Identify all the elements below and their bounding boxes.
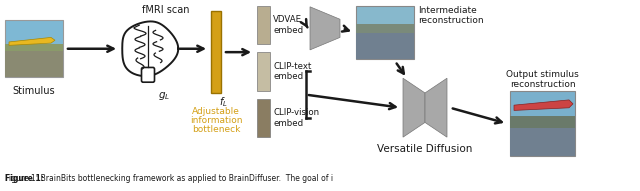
FancyBboxPatch shape [356,6,414,59]
FancyBboxPatch shape [141,67,154,82]
Text: Intermediate
reconstruction: Intermediate reconstruction [418,6,484,25]
FancyBboxPatch shape [257,52,270,91]
Text: Figure 1: BrainBits bottlenecking framework as applied to BrainDiffuser.  The go: Figure 1: BrainBits bottlenecking framew… [5,174,333,183]
FancyBboxPatch shape [510,127,575,156]
Text: VDVAE
embed: VDVAE embed [273,15,303,35]
FancyBboxPatch shape [5,44,63,51]
FancyBboxPatch shape [510,91,575,156]
Text: reconstruction: reconstruction [509,80,575,90]
Polygon shape [514,100,573,110]
Polygon shape [122,21,178,76]
FancyBboxPatch shape [5,20,63,77]
Text: bottleneck: bottleneck [192,125,240,134]
Text: Output stimulus: Output stimulus [506,70,579,79]
FancyBboxPatch shape [257,99,270,137]
Polygon shape [310,7,340,50]
Polygon shape [9,37,55,45]
FancyBboxPatch shape [510,116,575,128]
FancyBboxPatch shape [356,32,414,59]
Polygon shape [403,78,425,137]
Text: $f_L$: $f_L$ [219,95,228,109]
Text: Adjustable: Adjustable [192,107,240,116]
Text: CLIP-text
embed: CLIP-text embed [273,62,312,81]
Text: information: information [189,116,243,125]
FancyBboxPatch shape [356,24,414,33]
Text: Versatile Diffusion: Versatile Diffusion [378,144,473,154]
Polygon shape [425,78,447,137]
FancyBboxPatch shape [257,6,270,44]
Text: $g_L$: $g_L$ [158,90,170,102]
FancyBboxPatch shape [211,11,221,93]
Text: Stimulus: Stimulus [13,86,55,96]
Text: fMRI scan: fMRI scan [142,5,189,15]
FancyBboxPatch shape [5,50,63,77]
Text: Figure 1:: Figure 1: [5,174,47,183]
Text: CLIP-vision
embed: CLIP-vision embed [273,108,319,128]
